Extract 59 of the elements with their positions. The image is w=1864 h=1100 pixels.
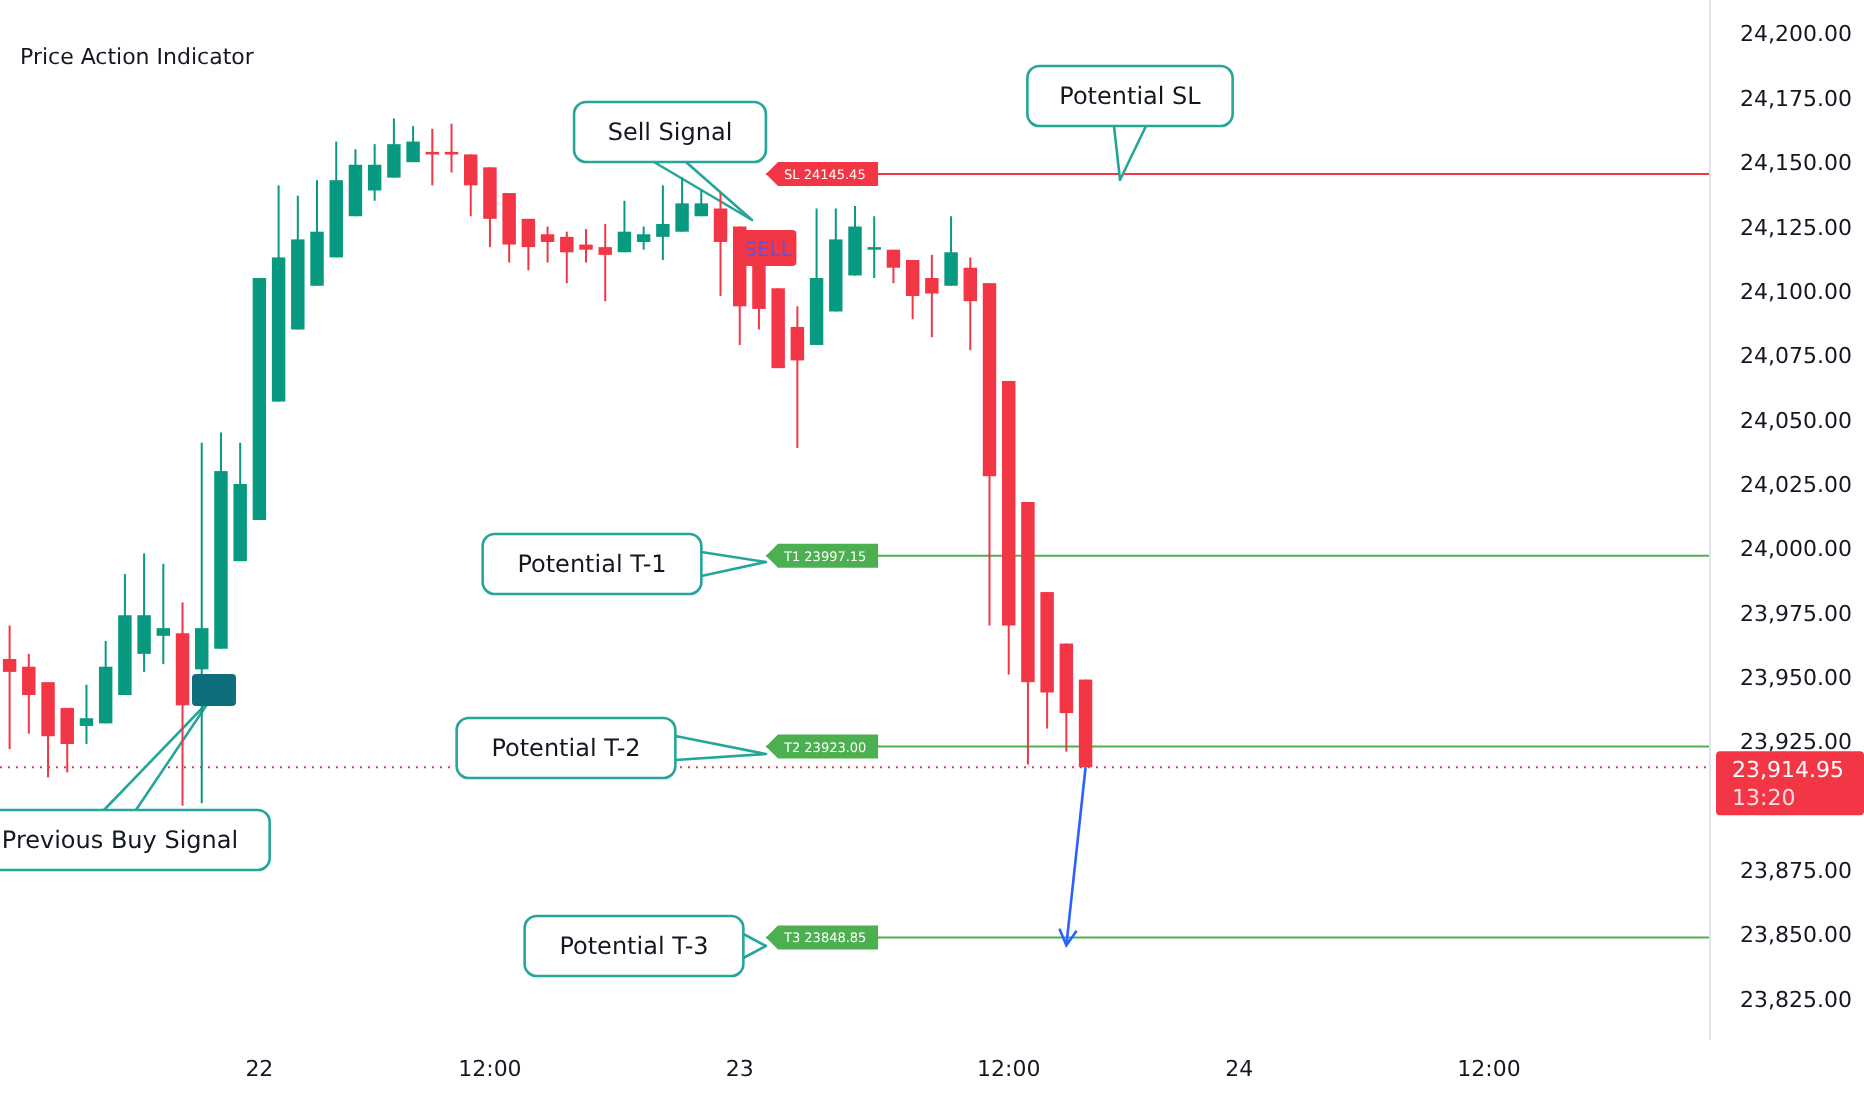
candlestick (387, 117, 401, 179)
ref-line-label: 23,914.95 (1732, 757, 1844, 784)
candlestick (521, 217, 536, 272)
candlestick (656, 184, 670, 261)
candlestick (790, 305, 805, 449)
candlestick (905, 259, 920, 321)
annotation: SELL (744, 240, 793, 262)
y-tick-label: 23,825.00 (1740, 986, 1852, 1013)
candlestick (713, 192, 728, 298)
y-tick-label: 24,175.00 (1740, 85, 1852, 112)
x-tick-label: 12:00 (977, 1056, 1041, 1082)
y-tick-label: 23,875.00 (1740, 858, 1852, 885)
candlestick (886, 248, 901, 285)
candlestick (406, 125, 420, 164)
candlestick (560, 230, 574, 285)
y-tick-label: 24,000.00 (1740, 536, 1852, 563)
y-tick-label: 24,050.00 (1740, 407, 1852, 434)
candlestick (579, 228, 593, 264)
annotation: Potential T-3 (559, 932, 709, 960)
candlestick (867, 215, 881, 280)
annotation: Potential T-2 (491, 734, 641, 762)
candlestick (675, 176, 689, 233)
candlestick (367, 143, 382, 202)
x-tick-label: 24 (1225, 1056, 1254, 1082)
candlestick (694, 189, 709, 218)
candlestick (636, 225, 651, 251)
y-tick-label: 24,100.00 (1740, 278, 1852, 305)
candlestick (79, 683, 94, 745)
y-tick-label: 24,150.00 (1740, 150, 1852, 177)
y-tick-label: 23,925.00 (1740, 729, 1852, 756)
text: Price Action Indicator (20, 44, 255, 70)
candlestick (944, 215, 958, 287)
candlestick (617, 199, 632, 254)
y-tick-label: 24,125.00 (1740, 214, 1852, 241)
candlestick (195, 441, 209, 805)
candlestick (963, 256, 978, 352)
y-tick-label: 23,850.00 (1740, 922, 1852, 949)
x-tick-label: 12:00 (458, 1056, 522, 1082)
annotation: Potential SL (1059, 82, 1202, 110)
candlestick (925, 253, 939, 339)
text: 13:20 (1732, 785, 1796, 812)
candlestick (540, 225, 555, 264)
x-tick-label: 23 (725, 1056, 754, 1082)
x-tick-label: 12:00 (1457, 1056, 1521, 1082)
candlestick (156, 562, 171, 666)
candlestick (22, 652, 36, 735)
y-tick-label: 24,025.00 (1740, 471, 1852, 498)
y-tick-label: 23,975.00 (1740, 600, 1852, 627)
y-tick-label: 24,075.00 (1740, 343, 1852, 370)
y-tick-label: 23,950.00 (1740, 665, 1852, 692)
y-tick-label: 24,200.00 (1740, 21, 1852, 48)
annotation: Sell Signal (607, 118, 733, 146)
candlestick (2, 624, 17, 751)
candlestick (464, 153, 478, 218)
annotation: Previous Buy Signal (1, 826, 239, 854)
candlestick (598, 222, 612, 303)
annotation: Potential T-1 (517, 550, 667, 578)
x-tick-label: 22 (245, 1056, 274, 1082)
candlestick (137, 552, 151, 673)
